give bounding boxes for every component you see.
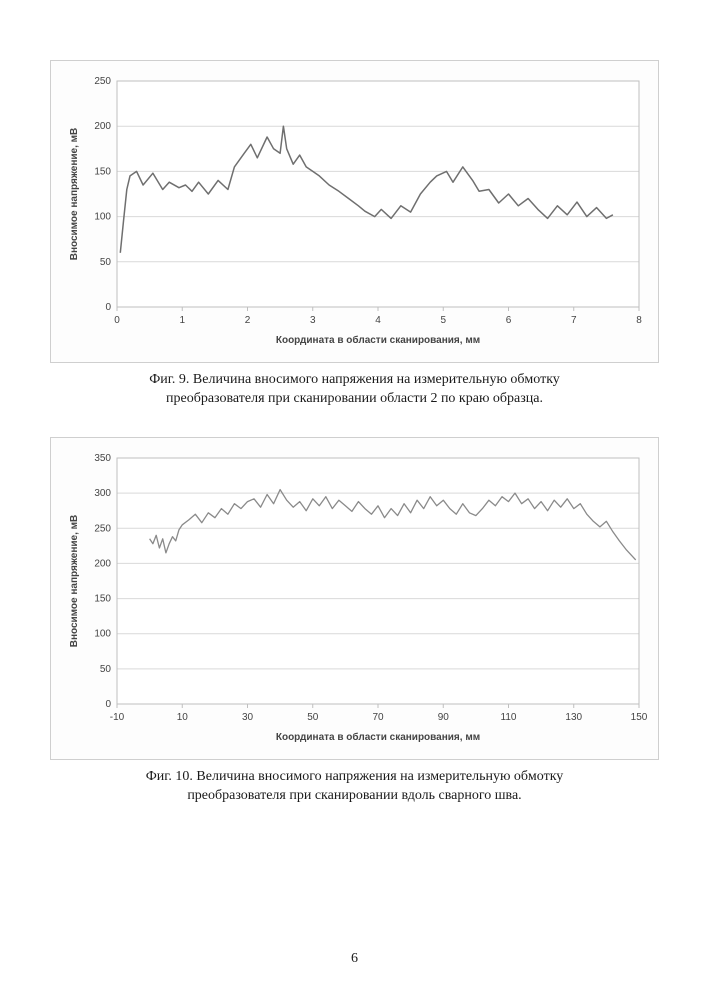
page-number: 6 <box>0 951 709 967</box>
svg-text:2: 2 <box>245 315 251 326</box>
svg-text:250: 250 <box>94 523 111 534</box>
svg-text:90: 90 <box>438 712 450 723</box>
svg-text:6: 6 <box>506 315 512 326</box>
svg-text:110: 110 <box>501 712 517 723</box>
svg-text:0: 0 <box>105 699 111 710</box>
svg-text:100: 100 <box>94 628 111 639</box>
svg-text:50: 50 <box>100 664 112 675</box>
svg-text:50: 50 <box>100 257 112 268</box>
svg-text:300: 300 <box>94 488 111 499</box>
svg-text:1: 1 <box>179 315 185 326</box>
svg-text:150: 150 <box>631 712 648 723</box>
svg-text:100: 100 <box>94 212 111 223</box>
svg-text:Координата в области сканирова: Координата в области сканирования, мм <box>276 334 480 346</box>
chart-9: 0 50 100 150 200 250 0 1 2 3 4 5 6 7 8 Координата в обл… <box>61 71 649 351</box>
svg-text:7: 7 <box>571 315 577 326</box>
svg-text:Вносимое напряжение, мВ: Вносимое напряжение, мВ <box>69 515 80 648</box>
svg-text:5: 5 <box>440 315 446 326</box>
svg-text:150: 150 <box>94 593 111 604</box>
figure-10-caption: Фиг. 10. Величина вносимого напряжения н… <box>50 768 659 806</box>
figure-10-caption-line2: преобразователя при сканировании вдоль с… <box>187 788 521 803</box>
svg-text:130: 130 <box>565 712 582 723</box>
svg-text:200: 200 <box>94 121 111 132</box>
figure-9-caption-line2: преобразователя при сканировании области… <box>166 391 543 406</box>
svg-text:4: 4 <box>375 315 381 326</box>
svg-text:250: 250 <box>94 76 111 87</box>
figure-9-caption-line1: Фиг. 9. Величина вносимого напряжения на… <box>149 372 560 387</box>
svg-text:30: 30 <box>242 712 254 723</box>
svg-text:Координата в области сканирова: Координата в области сканирования, мм <box>276 731 480 743</box>
figure-10-caption-line1: Фиг. 10. Величина вносимого напряжения н… <box>146 769 564 784</box>
svg-text:Вносимое напряжение, мВ: Вносимое напряжение, мВ <box>69 128 80 261</box>
svg-text:70: 70 <box>372 712 384 723</box>
svg-text:3: 3 <box>310 315 316 326</box>
svg-text:-10: -10 <box>110 712 125 723</box>
svg-text:200: 200 <box>94 558 111 569</box>
page: 050100150200250012345678Координата в обл… <box>0 0 709 999</box>
chart-10: 0 50 100 150 200 250 300 350 -10 10 30 50 70 90 110 130… <box>61 448 649 748</box>
figure-9: 0 50 100 150 200 250 0 1 2 3 4 5 6 7 8 Координата в обл… <box>50 60 659 409</box>
svg-text:50: 50 <box>307 712 319 723</box>
chart-10-frame: 0 50 100 150 200 250 300 350 -10 10 30 50 70 90 110 130… <box>50 437 659 760</box>
chart-9-frame: 0 50 100 150 200 250 0 1 2 3 4 5 6 7 8 Координата в обл… <box>50 60 659 363</box>
svg-text:0: 0 <box>105 302 111 313</box>
svg-text:150: 150 <box>94 166 111 177</box>
svg-text:8: 8 <box>636 315 642 326</box>
svg-text:10: 10 <box>177 712 189 723</box>
figure-10: 0 50 100 150 200 250 300 350 -10 10 30 50 70 90 110 130… <box>50 437 659 806</box>
figure-9-caption: Фиг. 9. Величина вносимого напряжения на… <box>50 371 659 409</box>
svg-text:350: 350 <box>94 453 111 464</box>
svg-text:0: 0 <box>114 315 120 326</box>
